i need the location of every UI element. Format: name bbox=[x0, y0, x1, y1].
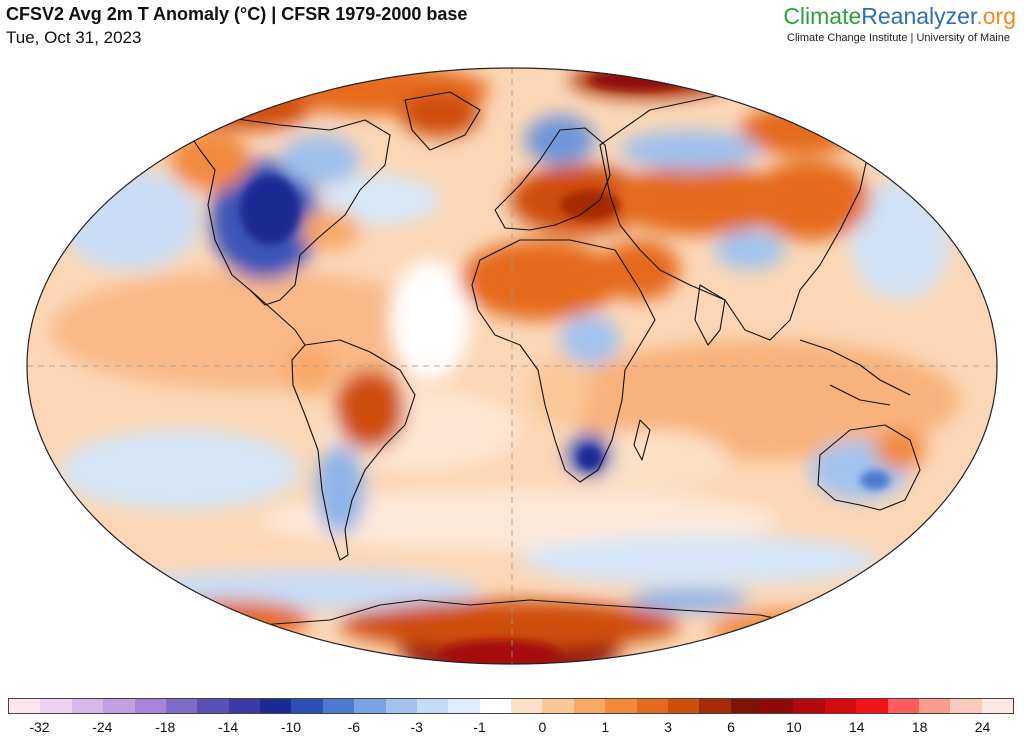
colorbar-swatch bbox=[134, 699, 166, 713]
colorbar-swatch bbox=[228, 699, 260, 713]
colorbar-swatch bbox=[950, 699, 982, 713]
colorbar-tick-label: -6 bbox=[347, 719, 361, 735]
brand-part-climate: Climate bbox=[783, 3, 862, 29]
colorbar-swatch bbox=[479, 699, 511, 713]
colorbar-swatch bbox=[636, 699, 668, 713]
globe-outline bbox=[26, 67, 998, 665]
colorbar-swatch bbox=[511, 699, 543, 713]
colorbar-tick-label: -32 bbox=[29, 719, 50, 735]
institute-credit: Climate Change Institute | University of… bbox=[787, 32, 1010, 44]
map-title: CFSV2 Avg 2m T Anomaly (°C) | CFSR 1979-… bbox=[6, 4, 468, 24]
colorbar-swatch bbox=[71, 699, 104, 713]
brand-part-org: .org bbox=[976, 3, 1016, 29]
colorbar-swatch bbox=[824, 699, 857, 713]
colorbar-tick-label: 1 bbox=[601, 719, 610, 735]
colorbar-swatch bbox=[103, 699, 135, 713]
colorbar-tick-label: 24 bbox=[974, 719, 991, 735]
colorbar-swatch bbox=[260, 699, 292, 713]
colorbar-swatch bbox=[354, 699, 386, 713]
colorbar-tick-label: -24 bbox=[92, 719, 113, 735]
colorbar-swatch bbox=[981, 699, 1013, 713]
brand-part-reanalyzer: Reanalyzer bbox=[861, 3, 977, 29]
colorbar-tick-label: -3 bbox=[410, 719, 423, 735]
colorbar-swatch bbox=[699, 699, 731, 713]
colorbar-tick-label: 3 bbox=[664, 719, 673, 735]
colorbar-swatch bbox=[385, 699, 417, 713]
colorbar-swatch bbox=[762, 699, 794, 713]
colorbar-swatch bbox=[197, 699, 229, 713]
colorbar-tick-label: 10 bbox=[786, 719, 802, 735]
colorbar-swatch bbox=[573, 699, 606, 713]
colorbar-swatch bbox=[793, 699, 825, 713]
colorbar-tick-label: 0 bbox=[538, 719, 547, 735]
colorbar-swatch bbox=[9, 699, 41, 713]
map-date: Tue, Oct 31, 2023 bbox=[6, 28, 142, 47]
colorbar-swatch bbox=[542, 699, 574, 713]
colorbar-tick-label: 18 bbox=[911, 719, 928, 735]
colorbar-swatch bbox=[605, 699, 637, 713]
colorbar-swatch bbox=[667, 699, 700, 713]
colorbar-tick-label: -10 bbox=[280, 719, 302, 735]
colorbar bbox=[8, 698, 1014, 714]
colorbar-swatch bbox=[416, 699, 449, 713]
colorbar-swatch bbox=[165, 699, 198, 713]
colorbar-swatch bbox=[291, 699, 323, 713]
colorbar-ticks: -32-24-18-14-10-6-3-101361014182432 bbox=[8, 719, 1014, 739]
graticule-lines bbox=[27, 68, 997, 664]
colorbar-tick-label: 14 bbox=[849, 719, 865, 735]
colorbar-swatch bbox=[918, 699, 951, 713]
colorbar-swatch bbox=[730, 699, 762, 713]
colorbar-swatch bbox=[448, 699, 480, 713]
colorbar-tick-label: -14 bbox=[217, 719, 239, 735]
brand-logo[interactable]: ClimateReanalyzer.org bbox=[783, 3, 1016, 30]
colorbar-tick-label: 6 bbox=[727, 719, 735, 735]
colorbar-swatch bbox=[856, 699, 888, 713]
colorbar-swatch bbox=[887, 699, 919, 713]
colorbar-tick-label: -1 bbox=[473, 719, 486, 735]
colorbar-swatch bbox=[322, 699, 355, 713]
colorbar-swatch bbox=[40, 699, 72, 713]
colorbar-tick-label: -18 bbox=[155, 719, 176, 735]
